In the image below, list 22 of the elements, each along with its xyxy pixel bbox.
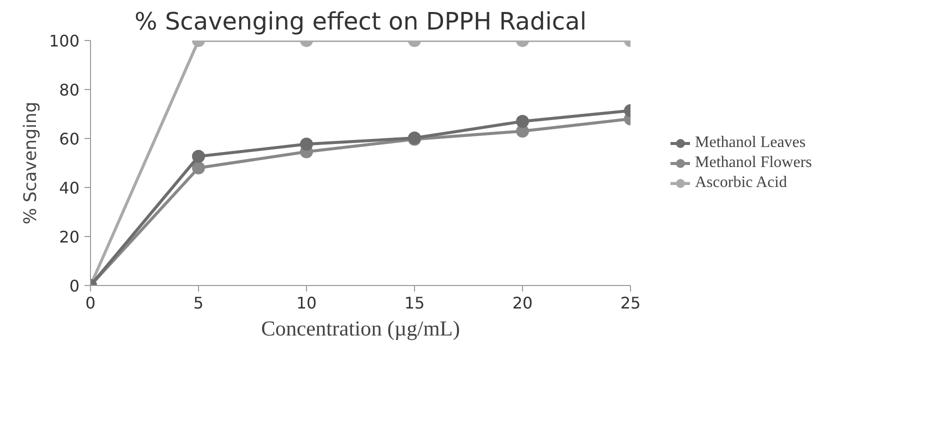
x-tick-label: 10 xyxy=(296,294,317,312)
point xyxy=(516,114,529,128)
y-axis-title: % Scavenging xyxy=(20,102,41,224)
legend-label: Methanol Leaves xyxy=(695,134,806,152)
legend-label: Ascorbic Acid xyxy=(695,174,787,192)
y-tick-label: 80 xyxy=(59,80,80,100)
y-tick-label: 0 xyxy=(69,276,80,296)
y-tick-label: 60 xyxy=(59,130,80,148)
y-tick-label: 100 xyxy=(48,32,80,50)
chart-title: % Scavenging effect on DPPH Radical xyxy=(134,8,586,36)
x-tick-label: 25 xyxy=(620,294,641,312)
point xyxy=(192,161,205,174)
x-tick-label: 5 xyxy=(193,294,204,312)
point xyxy=(300,138,313,151)
y-tick-label: 40 xyxy=(59,178,80,198)
legend-label: Methanol Flowers xyxy=(695,154,812,172)
x-tick-label: 15 xyxy=(404,294,425,312)
x-axis-title: Concentration (µg/mL) xyxy=(261,316,460,340)
x-tick-label: 0 xyxy=(85,294,96,312)
y-tick-label: 20 xyxy=(59,228,80,246)
point xyxy=(192,150,205,163)
x-tick-label: 20 xyxy=(512,294,533,312)
